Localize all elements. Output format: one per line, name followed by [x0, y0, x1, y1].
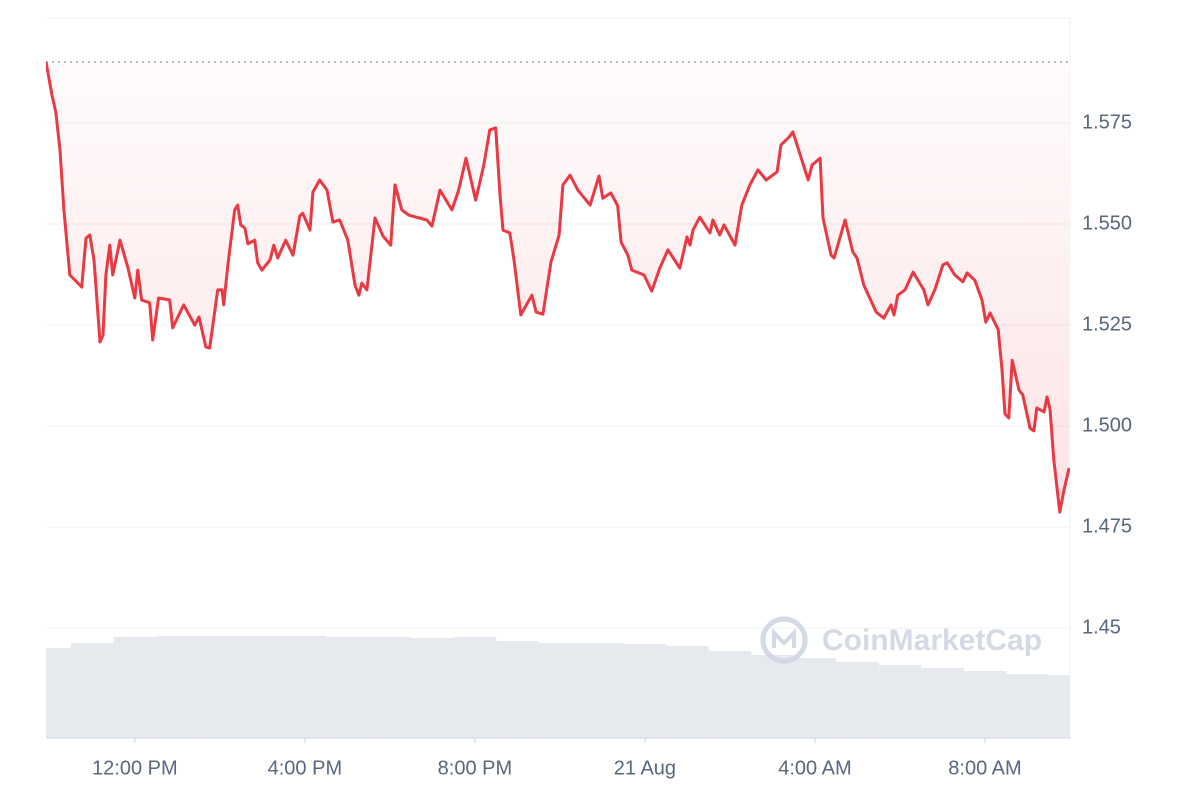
area: [46, 62, 1070, 513]
volume-bar: [623, 644, 667, 738]
price-line: [46, 61, 1070, 514]
x-tick-label: 21 Aug: [614, 757, 676, 779]
volume-bar: [198, 636, 242, 738]
y-tick-label: 1.500: [1082, 414, 1132, 436]
x-tick-label: 8:00 PM: [438, 757, 512, 779]
volume-bar: [963, 671, 1007, 738]
watermark-logo-m: [772, 628, 796, 648]
volume-bar: [708, 651, 752, 738]
volume-bar: [538, 643, 582, 738]
volume-bar: [496, 641, 539, 738]
watermark: CoinMarketCap: [760, 616, 1042, 664]
volume-bar: [46, 648, 72, 738]
y-tick-label: 1.475: [1082, 515, 1132, 537]
volume-layer: [46, 636, 1070, 738]
y-tick-label: 1.45: [1082, 616, 1121, 638]
volume-bar: [368, 637, 412, 738]
volume-bar: [751, 655, 794, 738]
volume-bar: [411, 638, 454, 738]
y-tick-label: 1.525: [1082, 313, 1132, 335]
x-tick-label: 12:00 PM: [92, 757, 178, 779]
label-layer: 1.45 1.475 1.500 1.525 1.550 1.575 12:00 PM 4:0…: [46, 111, 1132, 779]
y-tick-label: 1.550: [1082, 212, 1132, 234]
volume-bar: [666, 646, 709, 738]
volume-bar: [113, 637, 157, 738]
x-tick-label: 4:00 AM: [778, 757, 851, 779]
volume-bar: [326, 637, 369, 738]
volume-bar: [1006, 674, 1049, 738]
plot-layer: [46, 61, 1070, 514]
volume-bar: [156, 636, 199, 738]
volume-bar: [241, 636, 284, 738]
volume-bar: [71, 643, 114, 738]
volume-bar: [793, 658, 837, 738]
watermark-logo: [760, 616, 808, 664]
volume-bar: [453, 637, 497, 738]
volume-bar: [581, 643, 624, 738]
volume-bar: [1048, 675, 1070, 738]
x-tick-label: 8:00 AM: [948, 757, 1021, 779]
volume-bar: [836, 662, 879, 738]
y-tick-label: 1.575: [1082, 111, 1132, 133]
x-tick-label: 4:00 PM: [268, 757, 342, 779]
volume-bar: [921, 668, 964, 738]
volume-bar: [878, 665, 922, 738]
volume-bar: [283, 636, 327, 738]
watermark-text: CoinMarketCap: [822, 624, 1042, 657]
